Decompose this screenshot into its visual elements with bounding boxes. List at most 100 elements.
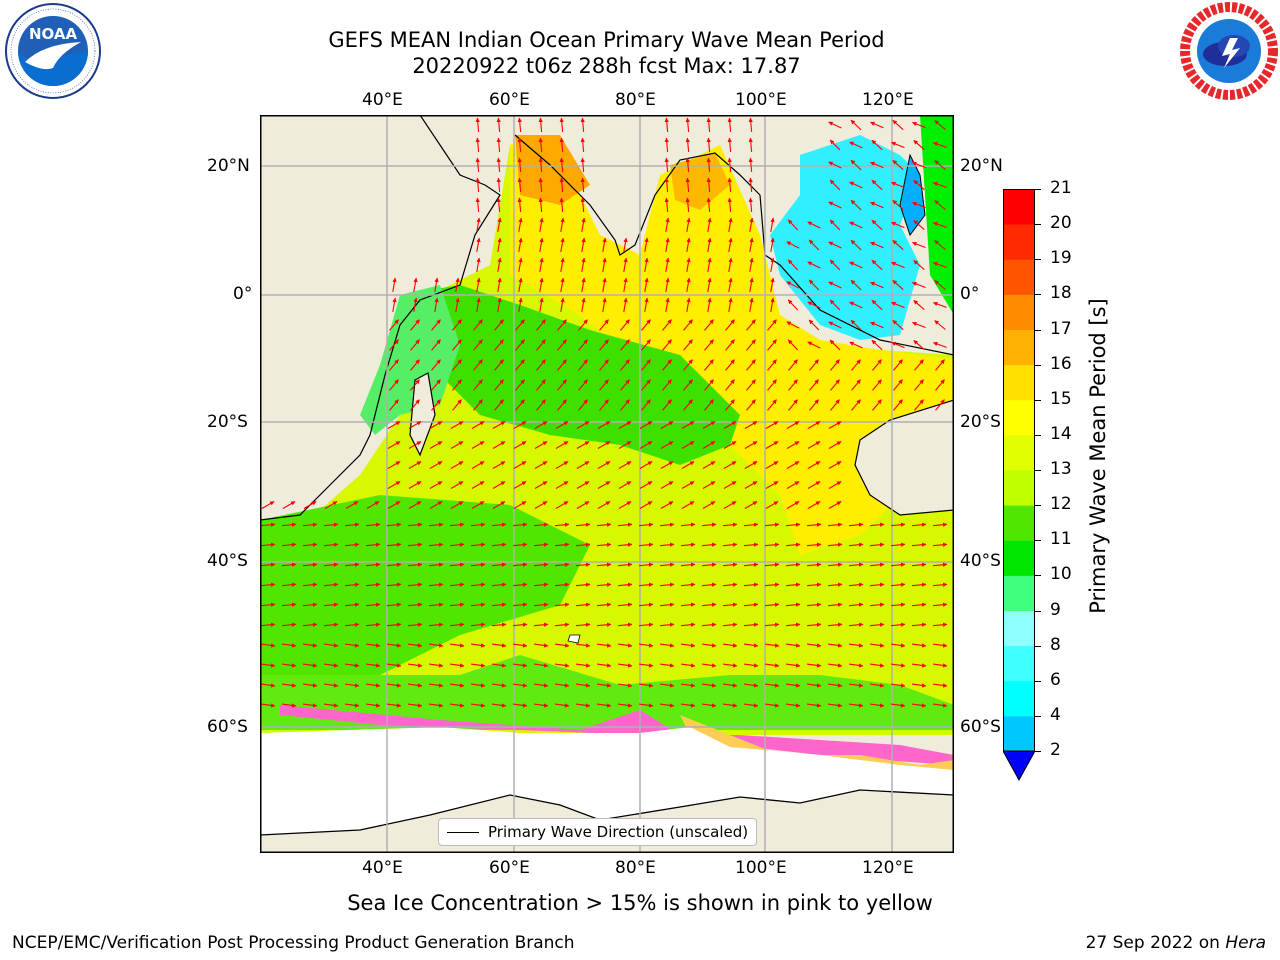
lat-label-left-0: 0° xyxy=(233,284,253,304)
wave-arrow xyxy=(806,643,822,648)
wave-arrow xyxy=(281,542,297,547)
wave-arrow xyxy=(870,121,884,129)
wave-arrow xyxy=(785,582,801,587)
wave-arrow xyxy=(707,297,712,312)
wave-arrow xyxy=(786,281,800,289)
wave-arrow xyxy=(578,319,588,331)
wave-arrow xyxy=(891,341,905,349)
wave-arrow xyxy=(914,379,924,391)
wave-arrow xyxy=(914,359,924,371)
wave-arrow xyxy=(680,562,696,567)
wave-arrow xyxy=(492,441,506,449)
wave-arrow xyxy=(722,622,738,627)
colorbar-tick-label: 8 xyxy=(1050,634,1061,655)
wave-arrow xyxy=(722,582,738,587)
wave-arrow xyxy=(848,703,864,708)
wave-arrow xyxy=(890,582,906,587)
wave-arrow xyxy=(912,161,926,169)
lat-label-left-40s: 40°S xyxy=(207,551,248,571)
wave-arrow xyxy=(559,117,564,133)
map-frame xyxy=(260,115,954,853)
wave-arrow xyxy=(365,542,381,547)
wave-arrow xyxy=(602,297,607,312)
wave-arrow xyxy=(807,341,821,349)
wave-arrow xyxy=(786,481,800,489)
wave-arrow xyxy=(497,277,502,292)
wave-arrow xyxy=(659,542,675,547)
wave-arrow xyxy=(491,522,507,527)
wave-arrow xyxy=(431,359,441,371)
wave-arrow xyxy=(849,261,863,269)
wave-arrow xyxy=(323,562,339,567)
wave-arrow xyxy=(492,461,506,469)
wave-arrow xyxy=(911,703,927,708)
wave-arrow xyxy=(576,441,590,449)
wave-arrow xyxy=(701,643,717,648)
wave-arrow xyxy=(728,257,733,272)
wave-arrow xyxy=(386,602,402,607)
wave-arrow xyxy=(808,279,820,291)
wave-arrow xyxy=(513,501,527,509)
wave-arrow xyxy=(497,237,502,252)
wave-arrow xyxy=(785,622,801,627)
wave-arrow xyxy=(302,522,318,527)
wave-arrow xyxy=(260,703,276,708)
wave-arrow xyxy=(581,297,586,312)
wave-arrow xyxy=(617,622,633,627)
wave-arrow xyxy=(660,501,674,509)
wave-arrow xyxy=(559,177,564,193)
wave-arrow xyxy=(344,622,360,627)
wave-arrow xyxy=(302,683,318,688)
wave-arrow xyxy=(727,157,732,173)
wave-arrow xyxy=(539,217,544,232)
wave-arrow xyxy=(494,319,504,331)
wave-arrow xyxy=(728,277,733,292)
wave-arrow xyxy=(323,643,339,648)
wave-arrow xyxy=(366,501,380,509)
wave-arrow xyxy=(707,257,712,272)
wave-arrow xyxy=(911,582,927,587)
wave-arrow xyxy=(449,643,465,648)
wave-arrow xyxy=(344,562,360,567)
wave-arrow xyxy=(449,622,465,627)
wave-arrow xyxy=(515,399,525,411)
wave-arrow xyxy=(744,441,758,449)
wave-arrow xyxy=(260,562,276,567)
wave-arrow xyxy=(555,481,569,489)
wave-arrow xyxy=(743,602,759,607)
wave-arrow xyxy=(807,501,821,509)
wave-arrow xyxy=(685,157,690,173)
wave-arrow xyxy=(664,197,669,213)
wave-arrow xyxy=(620,339,630,351)
wave-arrow xyxy=(617,663,633,668)
wave-arrow xyxy=(706,197,711,213)
lon-label-top-100e: 100°E xyxy=(735,90,787,110)
wave-arrow xyxy=(365,703,381,708)
colorbar-cell xyxy=(1003,329,1035,366)
wave-arrow xyxy=(787,299,799,311)
wave-arrow xyxy=(470,663,486,668)
wave-arrow xyxy=(806,522,822,527)
wave-arrow xyxy=(618,461,632,469)
wave-arrow xyxy=(618,421,632,429)
wave-arrow xyxy=(389,359,399,371)
wave-arrow xyxy=(806,562,822,567)
wave-arrow xyxy=(911,643,927,648)
wave-arrow xyxy=(725,379,735,391)
wave-arrow xyxy=(602,257,607,272)
wave-arrow xyxy=(770,257,775,272)
wave-arrow xyxy=(911,542,927,547)
wave-arrow xyxy=(893,399,903,411)
wave-arrow xyxy=(806,703,822,708)
wave-arrow xyxy=(386,582,402,587)
wave-arrow xyxy=(597,461,611,469)
wave-arrow xyxy=(644,257,649,272)
wave-arrow xyxy=(743,582,759,587)
footer-right: 27 Sep 2022 on Hera xyxy=(1086,933,1266,953)
colorbar-tick-mark xyxy=(1035,715,1041,717)
wave-arrow xyxy=(387,501,401,509)
wave-arrow xyxy=(618,441,632,449)
wave-arrow xyxy=(452,319,462,331)
wave-arrow xyxy=(806,663,822,668)
wave-arrow xyxy=(560,297,565,312)
